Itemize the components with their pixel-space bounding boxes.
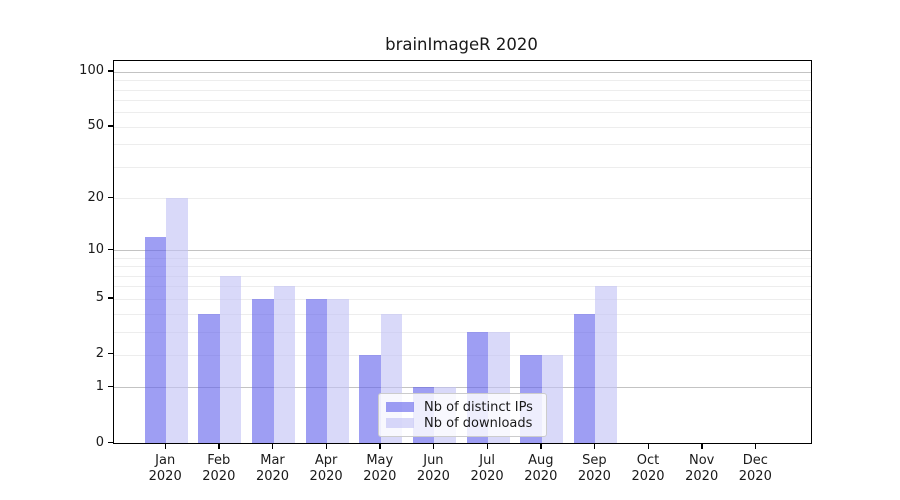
bar-downloads-aug [541,354,564,443]
major-gridline [114,387,811,389]
x-tick-label-sep: Sep 2020 [577,453,611,484]
minor-gridline [114,166,811,168]
minor-gridline [114,286,811,288]
y-tick-mark [107,441,113,443]
x-tick-label-oct: Oct 2020 [631,453,665,484]
x-tick-label-nov: Nov 2020 [685,453,719,484]
minor-gridline [114,266,811,268]
x-tick-label-apr: Apr 2020 [309,453,343,484]
x-tick-mark [647,443,649,449]
y-tick-label-5: 5 [95,290,104,306]
x-tick-label-jul: Jul 2020 [470,453,504,484]
x-tick-label-feb: Feb 2020 [202,453,236,484]
y-tick-label-1: 1 [95,378,104,394]
x-tick-label-may: May 2020 [363,453,397,484]
minor-gridline [114,80,811,82]
minor-gridline [114,126,811,128]
minor-gridline [114,275,811,277]
x-tick-label-aug: Aug 2020 [524,453,558,484]
bar-distinct-ips-mar [252,298,274,443]
y-tick-label-0: 0 [95,434,104,450]
y-tick-mark [107,196,113,198]
x-tick-mark [218,443,220,449]
minor-gridline [114,144,811,146]
x-tick-mark [701,443,703,449]
plot-area [113,60,812,444]
x-tick-label-dec: Dec 2020 [738,453,772,484]
bar-downloads-jan [166,198,188,443]
minor-gridline [114,313,811,315]
legend-label-distinct-ips: Nb of distinct IPs [424,399,533,415]
bar-distinct-ips-jan [144,236,167,443]
legend: Nb of distinct IPs Nb of downloads [378,393,547,437]
y-tick-mark [107,248,113,250]
bar-distinct-ips-sep [573,313,596,443]
minor-gridline [114,112,811,114]
y-tick-mark [107,70,113,72]
x-tick-mark [379,443,381,449]
y-tick-label-2: 2 [95,346,104,362]
legend-entry-distinct-ips: Nb of distinct IPs [386,399,538,415]
legend-swatch-downloads [386,418,414,428]
x-tick-mark [164,443,167,449]
bar-distinct-ips-feb [198,313,220,443]
bar-downloads-feb [219,275,242,443]
y-tick-label-10: 10 [87,241,104,257]
y-tick-mark [107,125,113,127]
major-gridline [114,71,811,73]
legend-swatch-distinct-ips [386,402,414,412]
bar-distinct-ips-apr [305,298,328,443]
y-tick-label-20: 20 [87,189,104,205]
x-tick-label-jun: Jun 2020 [416,453,450,484]
x-tick-mark [432,443,435,449]
y-tick-mark [107,385,113,388]
major-gridline [114,250,811,252]
bar-downloads-sep [595,286,617,443]
x-tick-mark [540,443,542,449]
minor-gridline [114,257,811,259]
minor-gridline [114,198,811,200]
y-tick-mark [107,297,113,299]
y-tick-mark [107,353,113,355]
chart-title: brainImageR 2020 [385,35,538,54]
bar-downloads-mar [273,286,295,443]
x-tick-mark [272,443,274,449]
minor-gridline [114,354,811,356]
minor-gridline [114,331,811,333]
x-tick-label-mar: Mar 2020 [255,453,290,484]
x-tick-mark [325,443,327,449]
bar-distinct-ips-may [359,354,381,443]
y-tick-label-50: 50 [87,118,104,134]
minor-gridline [114,100,811,102]
x-tick-mark [754,443,757,449]
x-tick-mark [486,443,488,449]
minor-gridline [114,298,811,300]
bar-downloads-apr [327,298,349,443]
x-tick-label-jan: Jan 2020 [148,453,182,484]
legend-entry-downloads: Nb of downloads [386,415,538,431]
minor-gridline [114,89,811,91]
legend-label-downloads: Nb of downloads [424,415,533,431]
x-tick-mark [593,443,596,449]
y-tick-label-100: 100 [79,63,104,79]
